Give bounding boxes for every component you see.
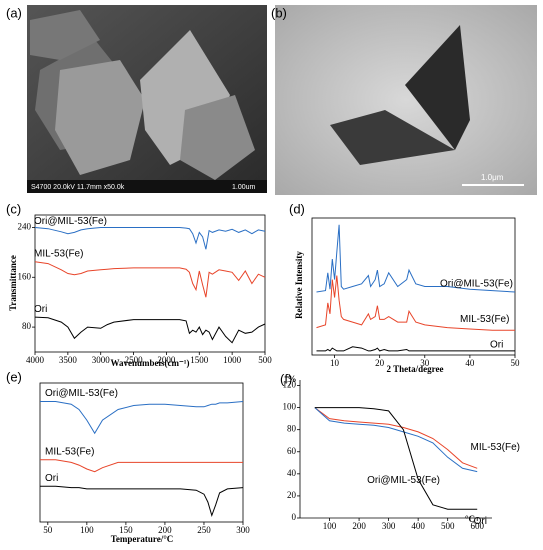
x-axis-label: 2 Theta/degree: [387, 364, 444, 374]
y-tick-label: 20: [287, 490, 297, 500]
series-label: MIL-53(Fe): [460, 314, 509, 325]
series-label: Ori: [474, 516, 487, 527]
x-tick-label: 20: [375, 358, 385, 368]
y-tick-label: 100: [283, 402, 297, 412]
series-line: [316, 346, 515, 352]
x-tick-label: 1500: [190, 355, 209, 365]
x-tick-label: 10: [330, 358, 340, 368]
series-label: Ori: [45, 473, 58, 484]
x-tick-label: 250: [197, 525, 211, 535]
x-tick-label: 300: [382, 521, 396, 531]
series-label: Ori: [34, 304, 47, 315]
plot-frame: [39, 382, 244, 523]
panel-label: (d): [289, 201, 305, 216]
tem-image: [275, 5, 537, 195]
y-axis-label: Relative Intensity: [294, 251, 304, 319]
x-axis-label: Temperature/°C: [111, 534, 174, 544]
y-tick-label: 60: [287, 446, 297, 456]
x-tick-label: 2500: [125, 355, 144, 365]
panel-label: (f): [280, 371, 292, 386]
x-tick-label: 150: [119, 525, 133, 535]
x-tick-label: 30: [420, 358, 430, 368]
x-tick-label: 200: [352, 521, 366, 531]
x-tick-label: 200: [158, 525, 172, 535]
series-line: [40, 459, 243, 473]
x-tick-label: 600: [470, 521, 484, 531]
series-line: [34, 316, 266, 344]
series-label: Ori: [490, 340, 503, 351]
y-tick-label: 120: [283, 380, 297, 390]
x-tick-label: 50: [511, 358, 521, 368]
series-line: [40, 485, 244, 517]
x-tick-label: 300: [236, 525, 250, 535]
x-tick-label: 400: [411, 521, 425, 531]
panel-label: (b): [271, 5, 287, 20]
x-tick-label: 50: [43, 525, 53, 535]
x-tick-label: 500: [441, 521, 455, 531]
x-axis-label: Wavenumbeis(cm⁻¹): [111, 358, 190, 368]
series-line: [314, 407, 478, 473]
x-tick-label: 3000: [92, 355, 111, 365]
y-axis-label: Transmittance: [8, 255, 18, 311]
x-tick-label: 100: [80, 525, 94, 535]
series-label: MIL-53(Fe): [34, 248, 83, 259]
plot-frame: [34, 214, 266, 353]
y-tick-label: 0: [292, 512, 297, 522]
x-tick-label: 4000: [26, 355, 45, 365]
series-line: [40, 401, 244, 435]
x-tick-label: 1000: [223, 355, 242, 365]
x-axis-label: °C: [465, 514, 475, 524]
sem-info: S4700 20.0kV 11.7mm x50.0k: [31, 184, 125, 191]
x-tick-label: 2000: [157, 355, 176, 365]
sem-scale: 1.00um: [232, 184, 256, 191]
panel-label: (c): [6, 201, 21, 216]
tem-scale: 1.0μm: [481, 173, 504, 182]
y-axis-label: %: [288, 374, 297, 384]
plot-frame: [311, 217, 516, 356]
series-label: MIL-53(Fe): [471, 442, 520, 453]
series-line: [316, 224, 516, 293]
series-line: [34, 261, 266, 298]
x-tick-label: 500: [258, 355, 272, 365]
y-tick-label: 40: [287, 468, 297, 478]
panel-label: (a): [6, 5, 22, 20]
x-tick-label: 3500: [59, 355, 78, 365]
y-tick-label: 160: [18, 271, 32, 281]
series-line: [34, 227, 266, 250]
series-label: Ori@MIL-53(Fe): [367, 475, 440, 486]
x-tick-label: 100: [323, 521, 337, 531]
series-label: Ori@MIL-53(Fe): [45, 388, 118, 399]
series-label: MIL-53(Fe): [45, 446, 94, 457]
series-line: [314, 407, 478, 469]
series-label: Ori@MIL-53(Fe): [440, 279, 513, 290]
series-label: Ori@MIL-53(Fe): [34, 216, 107, 227]
y-tick-label: 80: [287, 424, 297, 434]
panel-label: (e): [6, 369, 22, 384]
x-tick-label: 40: [465, 358, 475, 368]
series-line: [314, 407, 478, 510]
series-line: [316, 275, 515, 331]
y-tick-label: 240: [18, 222, 32, 232]
sem-image: [27, 5, 267, 193]
y-tick-label: 80: [22, 321, 32, 331]
